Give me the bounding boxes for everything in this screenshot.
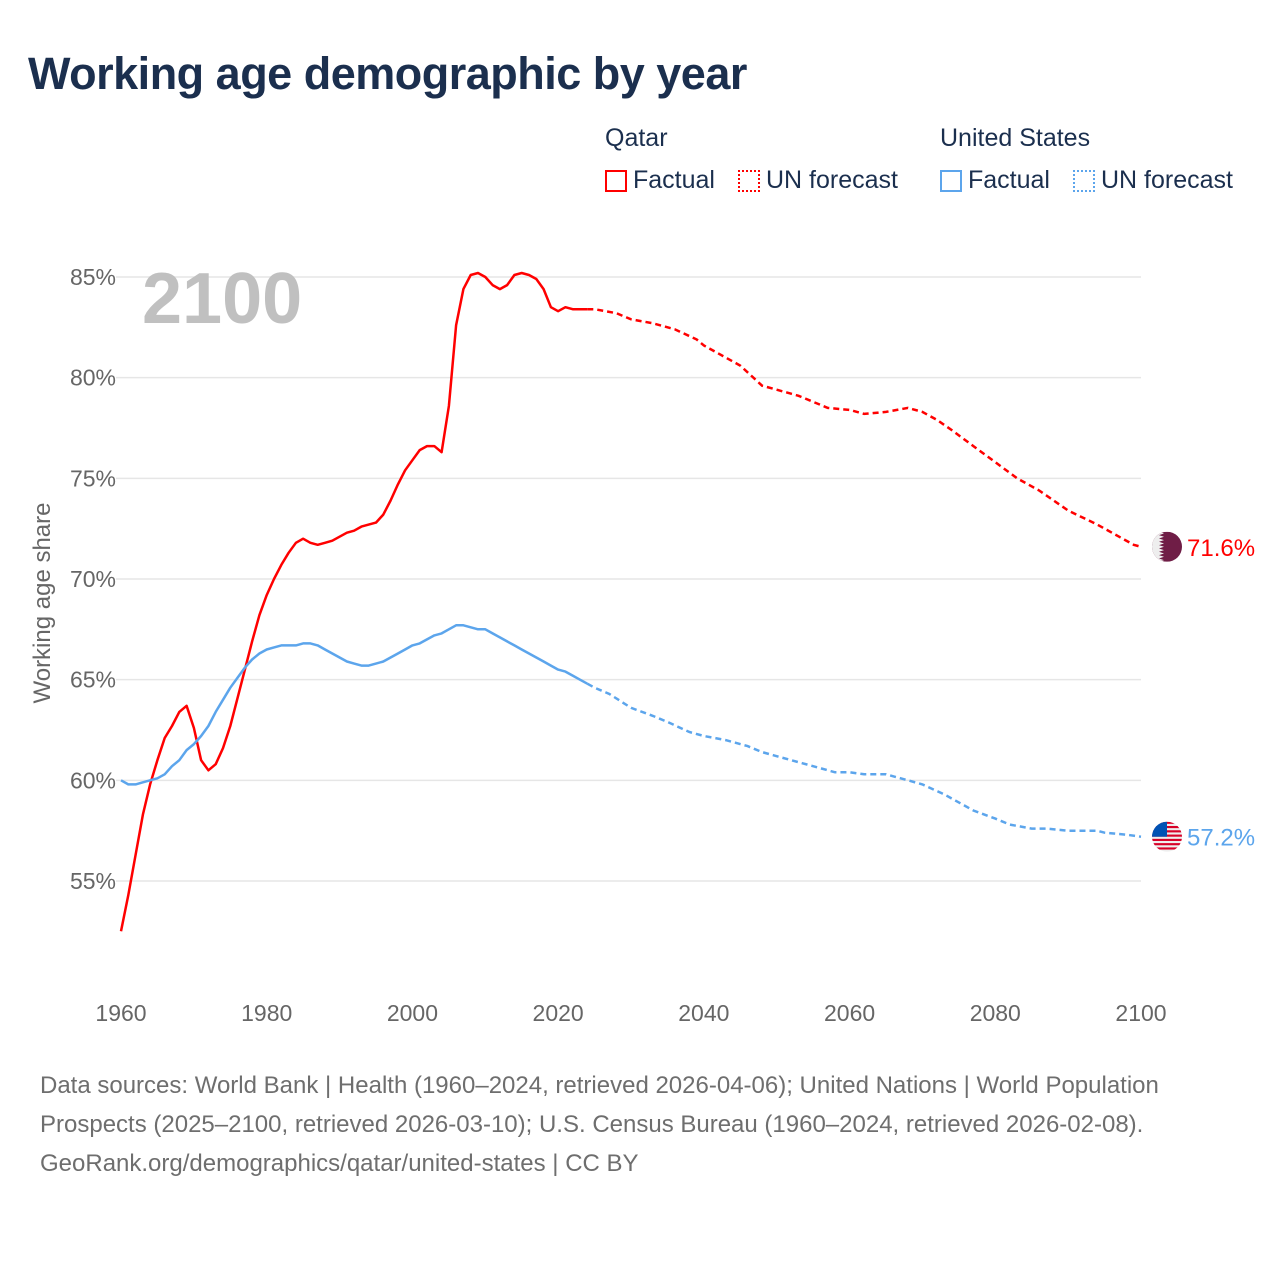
year-overlay: 2100	[142, 259, 302, 339]
y-tick-label: 60%	[70, 767, 116, 793]
y-axis-label: Working age share	[29, 503, 56, 704]
x-tick-label: 2060	[824, 1000, 875, 1026]
legend-us-factual[interactable]: Factual	[940, 166, 1050, 195]
x-tick-label: 2100	[1115, 1000, 1166, 1026]
y-tick-label: 85%	[70, 264, 116, 290]
x-tick-label: 2040	[678, 1000, 729, 1026]
x-tick-label: 2000	[387, 1000, 438, 1026]
us-factual-line	[120, 624, 588, 786]
legend-country-us: United States	[940, 124, 1091, 152]
legend-label: Factual	[633, 166, 715, 194]
qatar-factual-line	[119, 271, 588, 932]
chart-title: Working age demographic by year	[28, 48, 747, 99]
legend-country-qatar: Qatar	[605, 124, 668, 152]
gridlines	[116, 276, 1141, 882]
y-tick-label: 70%	[70, 566, 116, 592]
x-tick-label: 1960	[95, 1000, 146, 1026]
y-tick-label: 65%	[70, 667, 116, 693]
x-axis: 1960 1980 2000 2020 2040 2060 2080 2100	[95, 1000, 1166, 1026]
series-lines	[119, 271, 1142, 932]
legend-swatch-dotted	[1073, 169, 1095, 192]
qatar-end-value-label: 71.6%	[1187, 535, 1255, 562]
y-tick-label: 75%	[70, 465, 116, 491]
legend-swatch-solid	[940, 169, 962, 192]
us-flag-icon	[1152, 821, 1182, 852]
data-sources: Data sources: World Bank | Health (1960–…	[40, 1072, 1159, 1138]
y-tick-label: 80%	[70, 365, 116, 391]
legend-qatar-forecast[interactable]: UN forecast	[738, 166, 898, 195]
legend-label: Factual	[968, 166, 1050, 194]
qatar-flag-icon	[1152, 531, 1182, 562]
us-end-value-label: 57.2%	[1187, 825, 1255, 852]
y-tick-label: 55%	[70, 868, 116, 894]
us-forecast-line	[586, 682, 1142, 838]
legend-us-forecast[interactable]: UN forecast	[1073, 166, 1233, 195]
footer: Data sources: World Bank | Health (1960–…	[40, 1066, 1240, 1183]
source-link[interactable]: GeoRank.org/demographics/qatar/united-st…	[40, 1150, 639, 1177]
legend-swatch-solid	[605, 169, 627, 192]
legend-swatch-dotted	[738, 169, 760, 192]
end-labels: 71.6% 57.2%	[1152, 531, 1255, 852]
legend-qatar-factual[interactable]: Factual	[605, 166, 715, 195]
legend-label: UN forecast	[766, 166, 898, 194]
x-tick-label: 2020	[533, 1000, 584, 1026]
qatar-forecast-line	[587, 307, 1142, 549]
y-axis: 55% 60% 65% 70% 75% 80% 85%	[70, 264, 116, 894]
x-tick-label: 2080	[970, 1000, 1021, 1026]
x-tick-label: 1980	[241, 1000, 292, 1026]
legend-label: UN forecast	[1101, 166, 1233, 194]
